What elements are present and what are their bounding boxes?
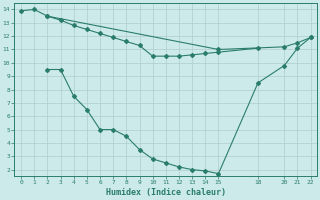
- X-axis label: Humidex (Indice chaleur): Humidex (Indice chaleur): [106, 188, 226, 197]
